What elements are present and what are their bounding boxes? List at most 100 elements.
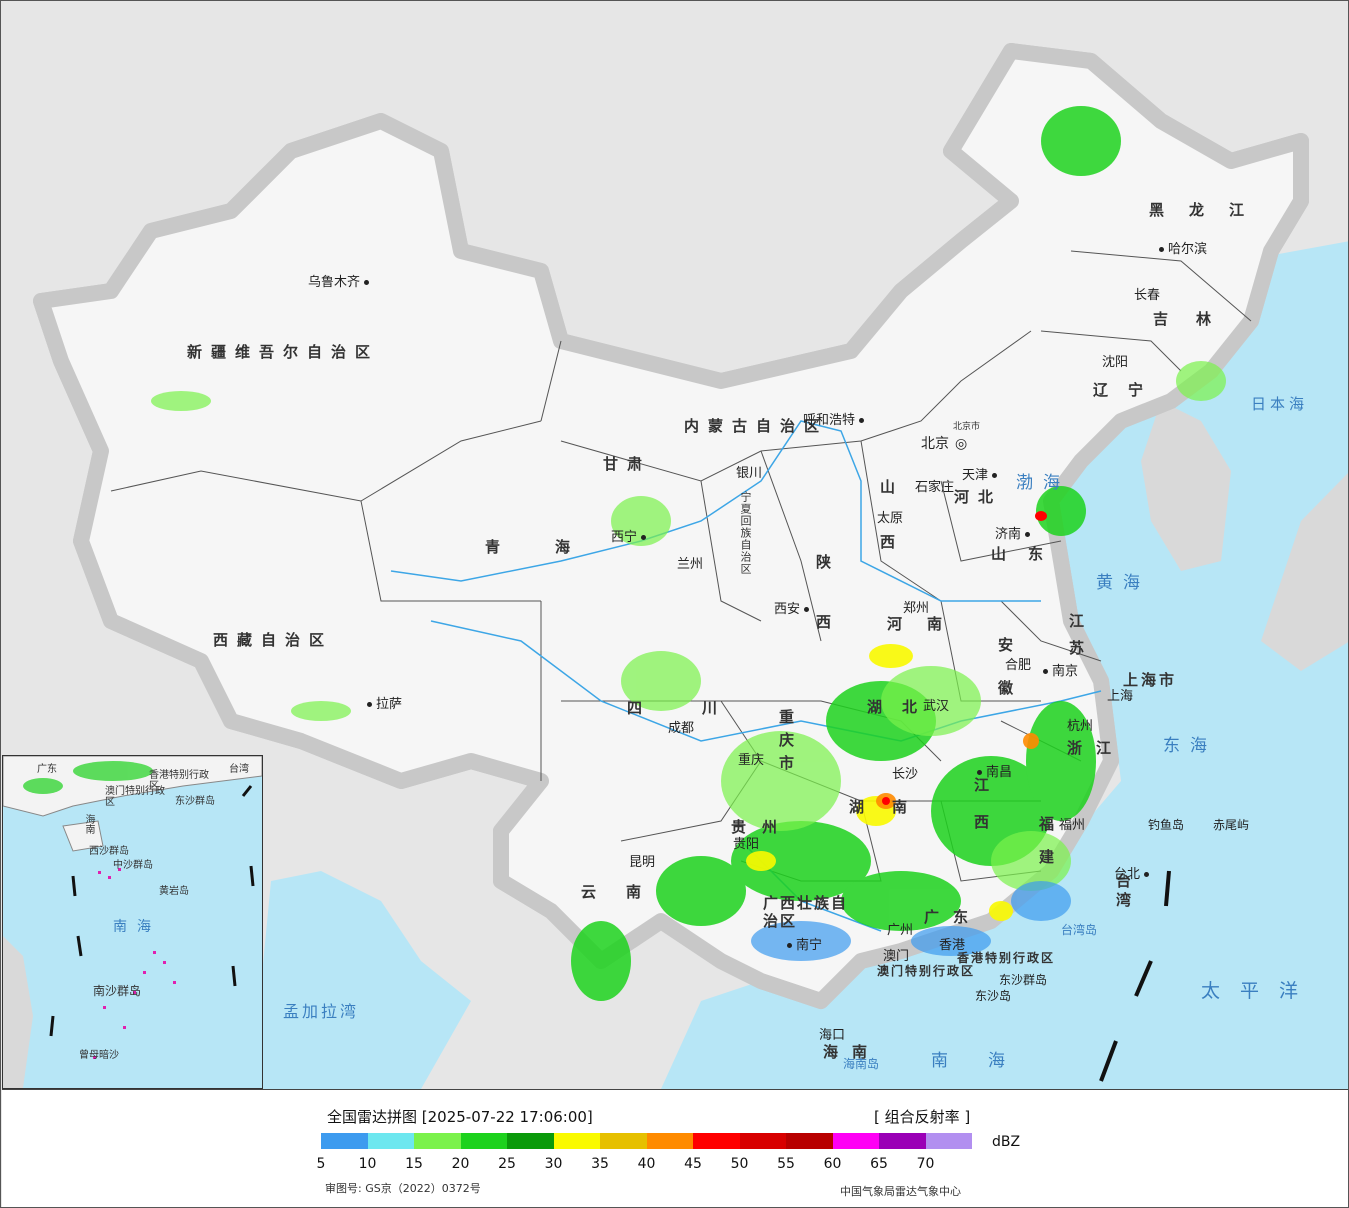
legend-title: 全国雷达拼图 [2025-07-22 17:06:00] — [327, 1108, 593, 1126]
label-island-diaoyudao: 钓鱼岛 — [1148, 818, 1185, 832]
label-province-jiangxi: 江西 — [972, 777, 990, 851]
city-guiyang: 贵阳 — [733, 837, 760, 852]
legend-swatch — [600, 1133, 647, 1149]
label-province-shandong: 山东 — [991, 545, 1066, 563]
inset-label-zhongsha: 中沙群岛 — [113, 860, 153, 871]
legend-panel: 全国雷达拼图 [2025-07-22 17:06:00] [ 组合反射率 ] 5… — [2, 1089, 1348, 1207]
city-hangzhou: 杭州 — [1067, 719, 1094, 734]
city-lanzhou: 兰州 — [677, 557, 704, 572]
label-province-taiwan: 台湾 — [1114, 873, 1132, 911]
legend-tick-label: 30 — [544, 1156, 563, 1172]
city-jinan: 济南 — [995, 523, 1034, 542]
label-province-guangdong: 广东 — [924, 908, 983, 926]
inset-label-nansha: 南沙群岛 — [93, 984, 142, 998]
city-nanjing: 南京 — [1043, 660, 1078, 679]
china-map-base — [33, 43, 1348, 1089]
city-chongqing: 重庆 — [738, 753, 765, 768]
south-china-sea-inset: 广东 澳门特别行政区 香港特别行政区 台湾 东沙群岛 海南 西沙群岛 中沙群岛 … — [2, 755, 263, 1089]
city-changsha: 长沙 — [892, 767, 919, 782]
inset-label-huangyandao: 黄岩岛 — [159, 886, 189, 897]
legend-swatch — [693, 1133, 740, 1149]
label-province-anhui: 安徽 — [996, 637, 1014, 723]
city-urumqi: 乌鲁木齐 — [308, 271, 373, 290]
inset-label-macau: 澳门特别行政区 — [105, 786, 165, 808]
label-sea-nanhai: 南海 — [931, 1051, 1045, 1071]
label-province-heilongjiang: 黑龙江 — [1149, 201, 1270, 219]
label-province-xinjiang: 新疆维吾尔自治区 — [187, 343, 380, 361]
label-province-ningxia: 宁夏回族自治区 — [739, 491, 752, 575]
label-province-yunnan: 云南 — [581, 883, 672, 901]
city-wuhan: 武汉 — [923, 699, 950, 714]
label-sea-mengjialawan: 孟加拉湾 — [283, 1002, 360, 1021]
legend-tick-label: 20 — [451, 1156, 470, 1172]
label-province-hunan: 湖南 — [849, 798, 936, 816]
label-sea-huanghai: 黄海 — [1096, 573, 1150, 593]
label-island-taiwandao: 台湾岛 — [1061, 923, 1098, 937]
inset-label-hainan: 海南 — [83, 814, 94, 834]
label-sea-taipingyang: 太平洋 — [1201, 980, 1319, 1002]
label-province-guangxi: 广西壮族自治区 — [763, 894, 849, 930]
bay-of-bengal — [251, 871, 471, 1089]
city-haikou: 海口 — [819, 1028, 846, 1043]
inset-label-taiwan: 台湾 — [229, 764, 249, 775]
legend-tick-label: 50 — [730, 1156, 749, 1172]
label-province-neimenggu: 内蒙古自治区 — [684, 417, 829, 435]
label-sea-ribenhai: 日本海 — [1251, 395, 1309, 413]
legend-swatch — [367, 1133, 414, 1149]
city-beijing: 北京 ◎ — [921, 436, 968, 452]
label-province-jilin: 吉林 — [1153, 310, 1240, 328]
label-province-hainan: 海南 — [823, 1043, 882, 1061]
legend-swatch — [925, 1133, 972, 1149]
city-nanchang: 南昌 — [977, 761, 1012, 780]
label-province-guizhou: 贵州 — [731, 818, 794, 836]
legend-swatch — [786, 1133, 833, 1149]
city-guangzhou: 广州 — [887, 923, 914, 938]
radar-echoes — [151, 106, 1226, 1001]
city-lhasa: 拉萨 — [367, 693, 402, 712]
legend-swatch — [553, 1133, 600, 1149]
legend-tick-label: 70 — [916, 1156, 935, 1172]
inset-label-zengmuansha: 曾母暗沙 — [79, 1050, 119, 1061]
inset-label-xisha: 西沙群岛 — [89, 846, 129, 857]
label-province-hebei: 河北 — [954, 488, 1003, 506]
city-taibei: 台北 — [1114, 863, 1153, 882]
label-province-hubei: 湖北 — [867, 698, 938, 716]
legend-swatch — [507, 1133, 554, 1149]
city-xianggang: 香港 — [939, 938, 966, 953]
legend-tick-label: 60 — [823, 1156, 842, 1172]
city-xian: 西安 — [774, 598, 813, 617]
label-province-chongqing: 重庆市 — [777, 709, 795, 778]
label-province-qinghai: 青海 — [485, 538, 626, 556]
inset-label-guangdong: 广东 — [37, 764, 57, 775]
label-province-zhejiang: 浙江 — [1067, 739, 1126, 757]
japan-land — [1261, 473, 1348, 671]
city-harbin: 哈尔滨 — [1159, 238, 1207, 257]
label-province-macau: 澳门特别行政区 — [877, 964, 976, 978]
legend-swatch — [739, 1133, 786, 1149]
city-shenyang: 沈阳 — [1102, 355, 1129, 370]
label-province-liaoning: 辽宁 — [1093, 381, 1164, 399]
label-province-xizang: 西藏自治区 — [213, 631, 334, 649]
city-shanghai: 上海 — [1107, 689, 1134, 704]
city-chengdu: 成都 — [668, 721, 695, 736]
label-sea-bohai: 渤海 — [1016, 473, 1070, 493]
legend-swatch — [414, 1133, 461, 1149]
city-xining: 西宁 — [611, 526, 650, 545]
label-province-jiangsu: 江苏 — [1067, 613, 1085, 667]
agency-credit: 中国气象局雷达气象中心 — [840, 1185, 961, 1198]
city-kunming: 昆明 — [629, 855, 656, 870]
label-province-hongkong: 香港特别行政区 — [957, 951, 1056, 965]
legend-swatch — [832, 1133, 879, 1149]
label-island-dongshaqundao: 东沙群岛 — [999, 973, 1048, 987]
city-taiyuan: 太原 — [877, 511, 904, 526]
label-province-gansu: 甘肃 — [603, 455, 652, 473]
inset-label-nanhai: 南海 — [113, 919, 161, 935]
city-hohhot: 呼和浩特 — [803, 409, 868, 428]
label-sea-donghai: 东海 — [1163, 736, 1217, 756]
legend-swatch — [879, 1133, 926, 1149]
city-hefei: 合肥 — [1005, 658, 1032, 673]
korean-peninsula — [1141, 401, 1231, 571]
legend-tick-label: 10 — [358, 1156, 377, 1172]
city-zhengzhou: 郑州 — [903, 601, 930, 616]
label-province-henan: 河南 — [887, 615, 968, 633]
